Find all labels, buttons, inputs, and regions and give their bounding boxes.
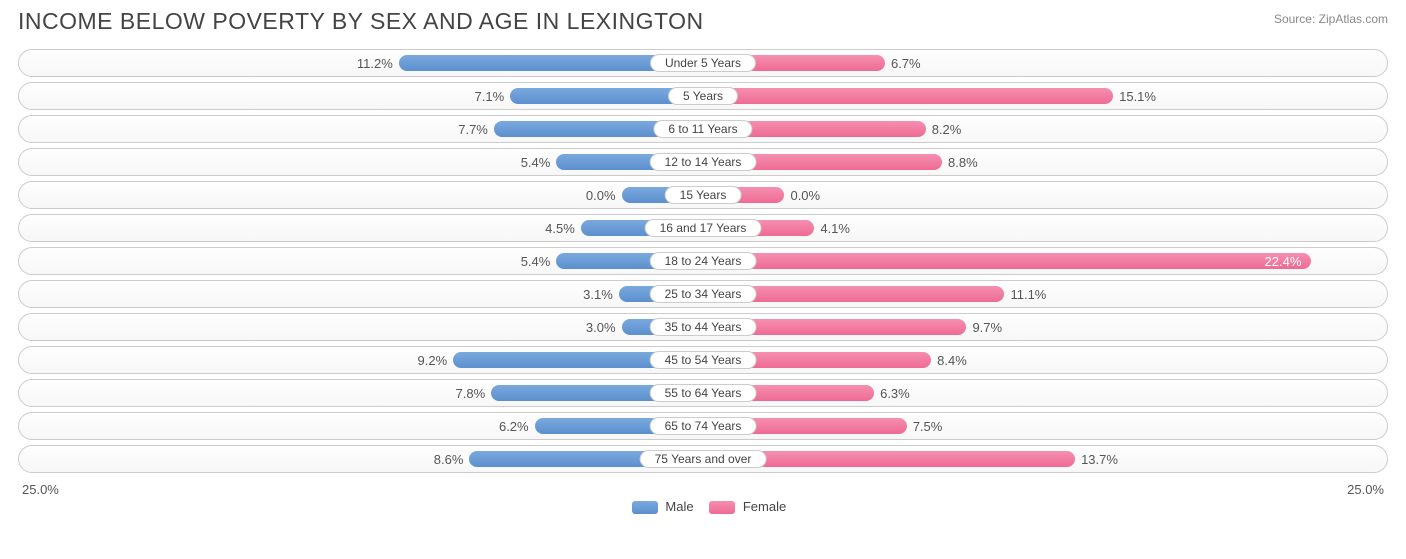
bar-female — [703, 88, 1113, 104]
value-male: 3.1% — [583, 284, 619, 304]
value-female: 6.7% — [885, 53, 921, 73]
value-male: 5.4% — [521, 152, 557, 172]
chart-source: Source: ZipAtlas.com — [1274, 8, 1388, 26]
category-label: 35 to 44 Years — [650, 318, 757, 336]
value-female: 22.4% — [1259, 251, 1312, 271]
category-label: 45 to 54 Years — [650, 351, 757, 369]
chart-row: 7.7% 8.2% 6 to 11 Years — [18, 115, 1388, 143]
axis-labels: 25.0% 25.0% — [0, 478, 1406, 497]
chart-header: INCOME BELOW POVERTY BY SEX AND AGE IN L… — [0, 0, 1406, 39]
category-label: 16 and 17 Years — [645, 219, 762, 237]
chart-row: 4.5% 4.1% 16 and 17 Years — [18, 214, 1388, 242]
chart-row: 5.4% 22.4% 18 to 24 Years — [18, 247, 1388, 275]
value-female: 8.2% — [926, 119, 962, 139]
chart-row: 3.1% 11.1% 25 to 34 Years — [18, 280, 1388, 308]
value-male: 9.2% — [418, 350, 454, 370]
value-male: 11.2% — [357, 53, 399, 73]
value-male: 5.4% — [521, 251, 557, 271]
category-label: 25 to 34 Years — [650, 285, 757, 303]
category-label: Under 5 Years — [650, 54, 756, 72]
value-male: 7.8% — [456, 383, 492, 403]
legend-label-female: Female — [743, 499, 786, 514]
value-male: 8.6% — [434, 449, 470, 469]
value-female: 4.1% — [814, 218, 850, 238]
category-label: 15 Years — [665, 186, 742, 204]
value-male: 6.2% — [499, 416, 535, 436]
value-female: 9.7% — [966, 317, 1002, 337]
value-female: 13.7% — [1075, 449, 1118, 469]
category-label: 12 to 14 Years — [650, 153, 757, 171]
chart-row: 3.0% 9.7% 35 to 44 Years — [18, 313, 1388, 341]
category-label: 75 Years and over — [640, 450, 767, 468]
category-label: 6 to 11 Years — [653, 120, 752, 138]
chart-row: 7.1% 15.1% 5 Years — [18, 82, 1388, 110]
value-male: 7.7% — [458, 119, 494, 139]
axis-right: 25.0% — [1347, 482, 1384, 497]
value-female: 8.8% — [942, 152, 978, 172]
category-label: 18 to 24 Years — [650, 252, 757, 270]
value-female: 7.5% — [907, 416, 943, 436]
value-male: 4.5% — [545, 218, 581, 238]
chart-body: 11.2%6.7%Under 5 Years7.1%15.1%5 Years7.… — [0, 39, 1406, 473]
chart-title: INCOME BELOW POVERTY BY SEX AND AGE IN L… — [18, 8, 704, 35]
chart-row: 5.4% 8.8% 12 to 14 Years — [18, 148, 1388, 176]
bar-female — [703, 253, 1311, 269]
chart-row: 11.2% 6.7% Under 5 Years — [18, 49, 1388, 77]
value-male: 0.0% — [586, 185, 622, 205]
value-male: 3.0% — [586, 317, 622, 337]
value-female: 15.1% — [1113, 86, 1156, 106]
category-label: 65 to 74 Years — [650, 417, 757, 435]
chart-row: 6.2% 7.5% 65 to 74 Years — [18, 412, 1388, 440]
legend-swatch-female — [709, 501, 735, 514]
chart-legend: Male Female — [0, 497, 1406, 514]
value-female: 6.3% — [874, 383, 910, 403]
category-label: 5 Years — [668, 87, 738, 105]
chart-row: 9.2% 8.4% 45 to 54 Years — [18, 346, 1388, 374]
chart-row: 7.8% 6.3% 55 to 64 Years — [18, 379, 1388, 407]
chart-row: 8.6% 13.7% 75 Years and over — [18, 445, 1388, 473]
legend-swatch-male — [632, 501, 658, 514]
category-label: 55 to 64 Years — [650, 384, 757, 402]
value-male: 7.1% — [475, 86, 511, 106]
axis-left: 25.0% — [22, 482, 59, 497]
value-female: 11.1% — [1004, 284, 1046, 304]
value-female: 8.4% — [931, 350, 967, 370]
legend-label-male: Male — [665, 499, 693, 514]
value-female: 0.0% — [784, 185, 820, 205]
chart-row: 0.0% 0.0% 15 Years — [18, 181, 1388, 209]
